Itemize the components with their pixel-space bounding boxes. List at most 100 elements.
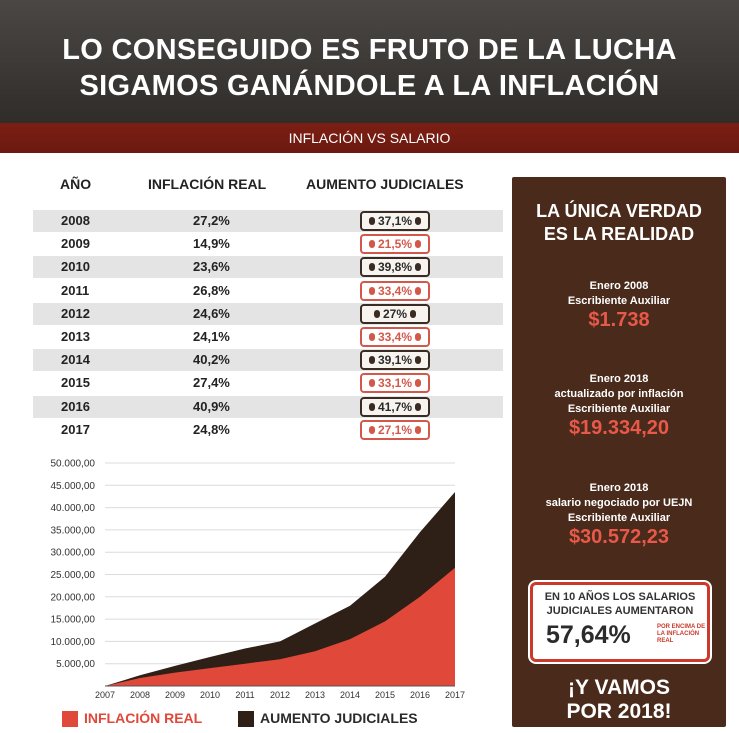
y-tick-label: 25.000,00 [51,570,96,581]
row-inflation: 26,8% [193,282,230,298]
badge-dot-icon [415,379,422,388]
row-raise: 39,8% [377,260,413,275]
row-inflation: 27,4% [193,375,230,391]
table-row: 2008 27,2% 37,1% [33,210,503,232]
panel-block-2008: Enero 2008 Escribiente Auxiliar $1.738 [512,279,726,330]
badge-dot-icon [415,286,422,295]
row-raise: 33,4% [377,283,413,298]
row-raise: 33,4% [377,330,413,344]
block3-line-1: Enero 2018 [589,482,649,494]
panel-title: LA ÚNICA VERDAD ES LA REALIDAD [512,200,726,246]
x-tick-label: 2012 [270,690,290,700]
y-tick-label: 35.000,00 [51,525,96,536]
legend-swatch-raise [238,711,254,727]
row-inflation: 24,8% [193,421,230,437]
x-tick-label: 2015 [375,690,395,700]
block3-line-2: salario negociado por UEJN [545,497,693,509]
header-line-2: SIGAMOS GANÁNDOLE A LA INFLACIÓN [79,70,660,102]
x-tick-label: 2016 [410,690,430,700]
row-raise: 39,1% [377,353,413,368]
badge-dot-icon [415,402,422,411]
row-year: 2009 [61,236,90,252]
closing-slogan: ¡Y VAMOS POR 2018! [512,676,726,724]
x-tick-label: 2011 [235,690,254,700]
row-inflation: 23,6% [193,259,230,275]
row-raise-badge: 41,7% [360,396,430,417]
x-tick-label: 2010 [200,690,220,700]
badge-dot-icon [415,240,422,249]
badge-line-1: EN 10 AÑOS LOS SALARIOS [544,591,696,603]
badge-dot-icon [368,217,375,225]
panel-title-line-1: LA ÚNICA VERDAD [536,201,702,221]
row-year: 2013 [61,329,90,344]
badge-dot-icon [373,309,380,318]
table-row: 2012 24,6% 27% [33,302,503,325]
table-row: 2015 27,4% 33,1% [33,372,503,394]
row-year: 2015 [61,375,90,391]
x-tick-label: 2009 [165,690,185,700]
y-tick-label: 20.000,00 [51,592,96,603]
row-year: 2008 [61,213,90,228]
row-raise: 21,5% [377,237,413,252]
row-year: 2017 [61,421,90,437]
header-title: LO CONSEGUIDO ES FRUTO DE LA LUCHA SIGAM… [0,32,739,104]
panel-block-negotiated: Enero 2018 salario negociado por UEJN Es… [512,481,726,548]
table-row: 2013 24,1% 33,4% [33,326,503,348]
chart-area: 5.000,00 10.000,00 15.000,00 20.000,00 25.00… [0,455,480,701]
badge-dot-icon [410,309,417,318]
row-year: 2010 [61,259,90,275]
badge-dot-icon [368,263,375,272]
x-tick-label: 2008 [130,690,150,700]
row-inflation: 24,6% [193,305,230,321]
y-tick-label: 15.000,00 [51,615,96,626]
badge-heading: EN 10 AÑOS LOS SALARIOS JUDICIALES AUMEN… [533,590,707,618]
badge-line-2: JUDICIALES AUMENTARON [546,605,694,617]
header-line-1: LO CONSEGUIDO ES FRUTO DE LA LUCHA [62,34,677,66]
y-tick-label: 10.000,00 [51,637,96,648]
block2-line-1: Enero 2018 [589,373,649,385]
block2-line-2: actualizado por inflación [554,388,684,400]
badge-dot-icon [415,356,422,365]
x-tick-label: 2014 [340,690,360,700]
block3-line-3: Escribiente Auxiliar [567,512,671,524]
badge-note: POR ENCIMA DE LA INFLACIÓN REAL [657,624,706,644]
badge-dot-icon [415,333,422,341]
y-tick-label: 40.000,00 [51,503,96,514]
table-row: 2011 26,8% 33,4% [33,280,503,302]
badge-dot-icon [368,356,375,365]
row-raise: 37,1% [377,214,413,228]
closing-line-1: ¡Y VAMOS [568,676,670,699]
block1-line-1: Enero 2008 [589,280,649,292]
table-row: 2009 14,9% 21,5% [33,233,503,255]
block3-value: $30.572,23 [568,526,670,548]
badge-value: 57,64% [546,621,631,649]
badge-dot-icon [368,333,375,341]
x-tick-label: 2017 [445,690,465,700]
row-year: 2016 [61,398,90,414]
subheader-bar: INFLACIÓN VS SALARIO [0,123,739,153]
row-raise: 27% [382,306,408,321]
summary-badge: EN 10 AÑOS LOS SALARIOS JUDICIALES AUMEN… [530,582,710,662]
badge-dot-icon [368,379,375,388]
y-tick-label: 30.000,00 [51,548,96,559]
row-raise-badge: 33,4% [360,280,430,301]
header-banner: LO CONSEGUIDO ES FRUTO DE LA LUCHA SIGAM… [0,0,739,128]
row-inflation: 24,1% [193,329,230,344]
badge-dot-icon [368,425,375,434]
row-year: 2012 [61,305,90,321]
row-raise-badge: 27,1% [360,419,430,440]
table-row: 2017 24,8% 27,1% [33,419,503,441]
row-raise-badge: 33,4% [360,327,430,347]
area-inflacion-real [105,567,455,686]
row-raise-badge: 21,5% [360,234,430,255]
row-inflation: 27,2% [193,213,230,228]
block1-line-2: Escribiente Auxiliar [567,295,671,307]
row-raise-badge: 27% [360,303,430,324]
y-tick-label: 50.000,00 [51,459,96,470]
row-raise: 27,1% [377,422,413,437]
column-header-inflation: INFLACIÓN REAL [148,176,267,192]
block2-value: $19.334,20 [568,417,670,439]
badge-dot-icon [415,425,422,434]
badge-dot-icon [415,263,422,272]
x-tick-label: 2007 [95,690,115,700]
